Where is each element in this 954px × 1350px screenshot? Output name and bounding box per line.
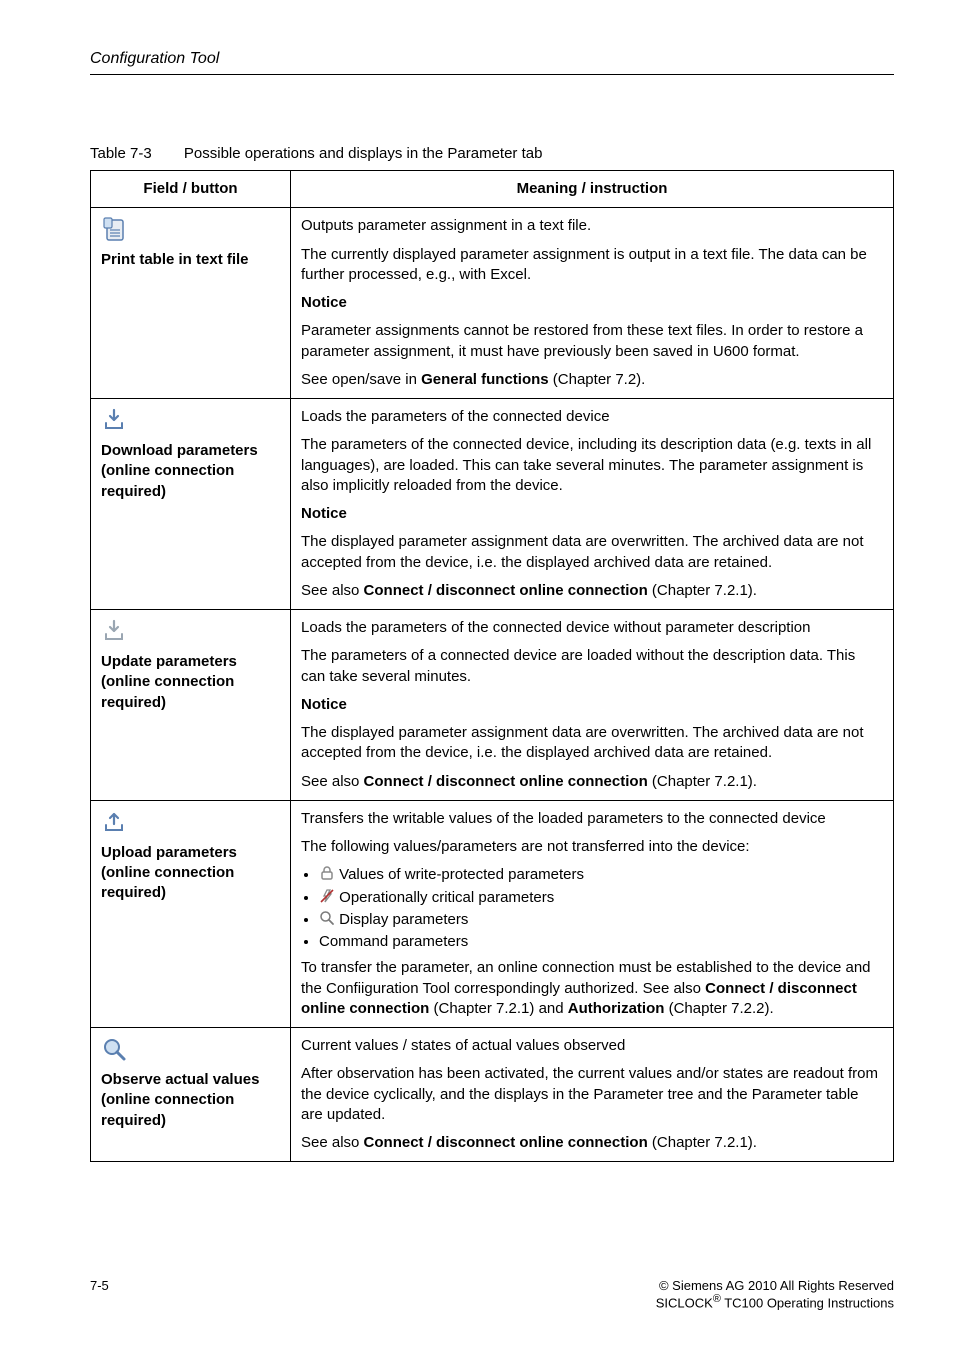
table-row: Observe actual values (online connection… xyxy=(91,1028,894,1162)
meaning-text: See open/save in xyxy=(301,371,421,388)
meaning-lead: Current values / states of actual values… xyxy=(301,1036,883,1056)
bullet-text: Display parameters xyxy=(339,911,468,928)
list-item: Values of write-protected parameters xyxy=(319,865,883,885)
bullet-text: Command parameters xyxy=(319,933,468,950)
page-section-title: Configuration Tool xyxy=(90,50,894,68)
footer-text: SICLOCK xyxy=(656,1295,713,1310)
meaning-text: The parameters of the connected device, … xyxy=(301,435,883,496)
meaning-text: Parameter assignments cannot be restored… xyxy=(301,321,883,362)
col-header-field: Field / button xyxy=(91,171,291,208)
notice-heading: Notice xyxy=(301,695,883,715)
bullet-text: Values of write-protected parameters xyxy=(339,866,584,883)
lock-icon xyxy=(319,865,335,881)
noflash-icon xyxy=(319,888,335,904)
table-number: Table 7-3 xyxy=(90,145,152,162)
meaning-bold: Authorization xyxy=(568,1000,665,1017)
row-label: Update parameters xyxy=(101,653,237,670)
col-header-meaning: Meaning / instruction xyxy=(291,171,894,208)
meaning-text: See open/save in General functions (Chap… xyxy=(301,370,883,390)
table-caption-text: Possible operations and displays in the … xyxy=(184,145,543,162)
meaning-bold: Connect / disconnect online connection xyxy=(364,582,648,599)
row-label: Observe actual values xyxy=(101,1071,259,1088)
row-sublabel: (online connection required) xyxy=(101,673,234,710)
table-row: Update parameters (online connection req… xyxy=(91,610,894,801)
table-row: Upload parameters (online connection req… xyxy=(91,800,894,1027)
meaning-text: The parameters of a connected device are… xyxy=(301,646,883,687)
meaning-lead: Outputs parameter assignment in a text f… xyxy=(301,216,883,236)
table-caption: Table 7-3 Possible operations and displa… xyxy=(90,145,894,162)
meaning-text: After observation has been activated, th… xyxy=(301,1064,883,1125)
footer-copyright: © Siemens AG 2010 All Rights Reserved xyxy=(656,1278,894,1293)
upload-icon xyxy=(101,809,127,835)
meaning-text: To transfer the parameter, an online con… xyxy=(301,958,883,1019)
meaning-text: The currently displayed parameter assign… xyxy=(301,245,883,286)
row-sublabel: (online connection required) xyxy=(101,1091,234,1128)
meaning-lead: Loads the parameters of the connected de… xyxy=(301,407,883,427)
meaning-text: The following values/parameters are not … xyxy=(301,837,883,857)
page-number: 7-5 xyxy=(90,1278,109,1310)
list-item: Command parameters xyxy=(319,932,883,952)
row-label: Download parameters xyxy=(101,442,258,459)
footer-text: TC100 Operating Instructions xyxy=(721,1295,894,1310)
parameter-table: Field / button Meaning / instruction Pri… xyxy=(90,170,894,1162)
meaning-bold: Connect / disconnect online connection xyxy=(364,773,648,790)
observe-icon xyxy=(101,1036,127,1062)
footer-product: SICLOCK® TC100 Operating Instructions xyxy=(656,1293,894,1310)
meaning-bold: Connect / disconnect online connection xyxy=(364,1134,648,1151)
meaning-text: See also Connect / disconnect online con… xyxy=(301,581,883,601)
meaning-lead: Loads the parameters of the connected de… xyxy=(301,618,883,638)
download-icon xyxy=(101,407,127,433)
meaning-text: See also Connect / disconnect online con… xyxy=(301,772,883,792)
bullet-text: Operationally critical parameters xyxy=(339,889,554,906)
row-sublabel: (online connection required) xyxy=(101,864,234,901)
list-item: Display parameters xyxy=(319,910,883,930)
meaning-text: (Chapter 7.2.1). xyxy=(648,1134,757,1151)
table-row: Download parameters (online connection r… xyxy=(91,399,894,610)
meaning-text: See also xyxy=(301,773,364,790)
page-footer: 7-5 © Siemens AG 2010 All Rights Reserve… xyxy=(90,1278,894,1310)
meaning-text: See also xyxy=(301,582,364,599)
table-row: Print table in text file Outputs paramet… xyxy=(91,208,894,399)
meaning-text: The displayed parameter assignment data … xyxy=(301,532,883,573)
meaning-bold: General functions xyxy=(421,371,549,388)
row-sublabel: (online connection required) xyxy=(101,462,234,499)
meaning-text: (Chapter 7.2.1) and xyxy=(429,1000,567,1017)
row-label: Print table in text file xyxy=(101,251,249,268)
meaning-text: (Chapter 7.2). xyxy=(549,371,646,388)
meaning-lead: Transfers the writable values of the loa… xyxy=(301,809,883,829)
meaning-text: (Chapter 7.2.1). xyxy=(648,582,757,599)
bullet-list: Values of write-protected parameters Ope… xyxy=(301,865,883,952)
meaning-text: (Chapter 7.2.1). xyxy=(648,773,757,790)
update-icon xyxy=(101,618,127,644)
footer-sup: ® xyxy=(713,1293,721,1305)
lens-icon xyxy=(319,910,335,926)
meaning-text: (Chapter 7.2.2). xyxy=(664,1000,773,1017)
print-icon xyxy=(101,216,127,242)
meaning-text: The displayed parameter assignment data … xyxy=(301,723,883,764)
header-rule xyxy=(90,74,894,75)
row-label: Upload parameters xyxy=(101,844,237,861)
meaning-text: See also Connect / disconnect online con… xyxy=(301,1133,883,1153)
list-item: Operationally critical parameters xyxy=(319,888,883,908)
notice-heading: Notice xyxy=(301,293,883,313)
meaning-text: See also xyxy=(301,1134,364,1151)
notice-heading: Notice xyxy=(301,504,883,524)
